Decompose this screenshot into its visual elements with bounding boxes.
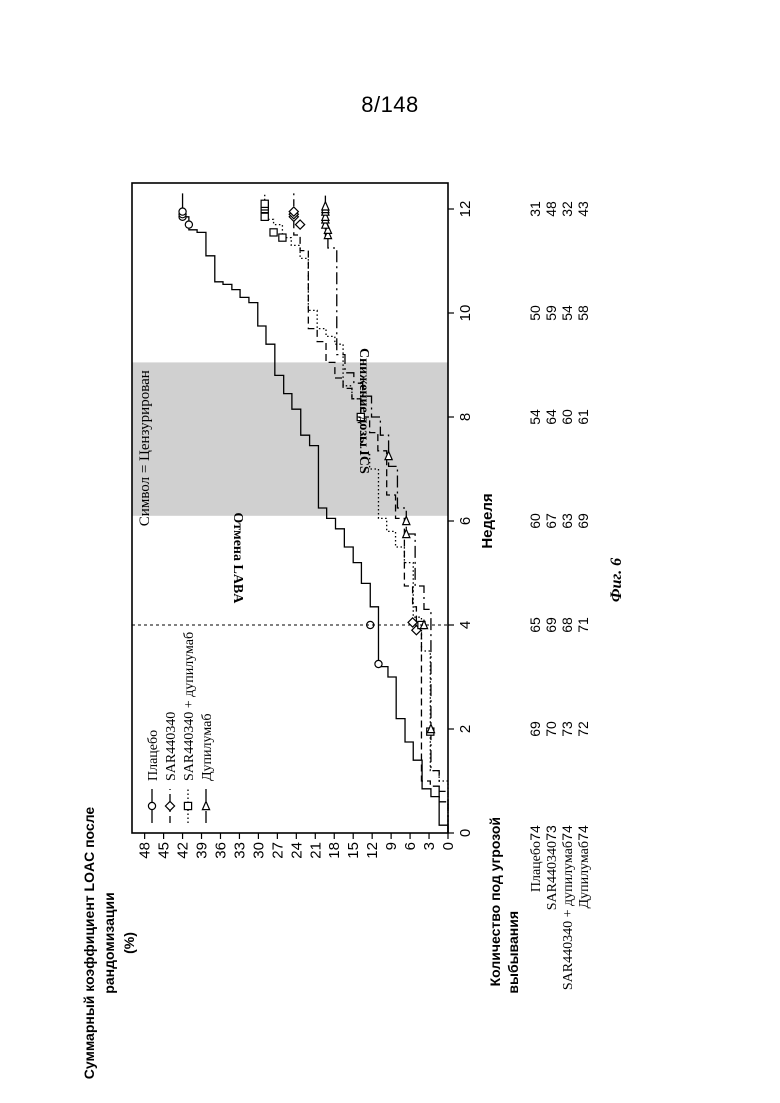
risk-value-3-0: 74	[575, 825, 591, 841]
risk-value-1-2: 69	[543, 617, 559, 633]
censor-mark-2-3	[279, 234, 286, 241]
y-tick-label-13: 39	[194, 842, 211, 859]
ics-reduction-shaded-region	[132, 362, 448, 515]
risk-value-0-3: 60	[527, 513, 543, 529]
censor-mark-0-0	[375, 660, 382, 667]
y-tick-label-4: 12	[364, 842, 381, 859]
y-tick-label-7: 21	[307, 842, 324, 859]
y-tick-label-3: 9	[383, 842, 400, 850]
censor-mark-2-4	[270, 229, 277, 236]
x-tick-label-4: 8	[457, 413, 474, 421]
legend-marker-1	[165, 801, 174, 810]
risk-table-header-line-1: Количество под угрозой	[487, 817, 503, 986]
y-tick-label-10: 30	[250, 842, 267, 859]
x-tick-label-1: 2	[457, 725, 474, 733]
risk-value-2-6: 32	[559, 201, 575, 217]
y-tick-label-16: 48	[137, 842, 154, 859]
x-tick-label-2: 4	[457, 621, 474, 629]
risk-table-header-line-2: выбывания	[505, 911, 521, 994]
risk-value-1-1: 70	[543, 721, 559, 737]
risk-value-3-1: 72	[575, 721, 591, 737]
risk-value-0-4: 54	[527, 409, 543, 425]
risk-value-3-2: 71	[575, 617, 591, 633]
legend-label-0: Плацебо	[146, 730, 161, 781]
y-tick-label-0: 0	[440, 842, 457, 850]
y-tick-label-9: 27	[269, 842, 286, 859]
risk-value-2-0: 74	[559, 825, 575, 841]
risk-value-0-1: 69	[527, 721, 543, 737]
risk-value-0-0: 74	[527, 825, 543, 841]
y-axis-ticks: 036912151821242730333639424548	[137, 833, 457, 859]
censor-mark-2-5	[261, 213, 268, 220]
legend-label-2: SAR440340 + дупилумаб	[182, 632, 197, 781]
legend: ПлацебоSAR440340SAR440340 + дупилумабДуп…	[146, 632, 215, 823]
y-tick-label-6: 18	[326, 842, 343, 859]
risk-value-0-2: 65	[527, 617, 543, 633]
x-axis-label: Неделя	[479, 493, 496, 548]
risk-row-label-0: Плацебо	[529, 841, 544, 892]
y-tick-label-1: 3	[421, 842, 438, 850]
legend-label-3: Дупилумаб	[200, 714, 215, 781]
risk-table: Количество под угрозой выбывания Плацебо…	[487, 201, 592, 994]
y-tick-label-8: 24	[288, 842, 305, 859]
y-tick-label-14: 42	[175, 842, 192, 859]
risk-value-0-5: 50	[527, 305, 543, 321]
legend-label-1: SAR440340	[164, 712, 179, 781]
y-tick-label-5: 15	[345, 842, 362, 859]
risk-value-0-6: 31	[527, 201, 543, 217]
y-axis-label-line-3: (%)	[121, 932, 137, 954]
risk-value-1-0: 73	[543, 825, 559, 841]
risk-value-1-5: 59	[543, 305, 559, 321]
y-tick-label-15: 45	[156, 842, 173, 859]
risk-value-3-6: 43	[575, 201, 591, 217]
censor-note: Символ = Цензурирован	[137, 370, 153, 526]
laba-withdrawal-label: Отмена LABA	[230, 512, 245, 604]
y-axis-label-line-1: Суммарный коэффициент LOAC после	[81, 807, 97, 1080]
x-axis-ticks: 0 2 4 6 8 10 12	[448, 201, 474, 838]
legend-marker-2	[184, 802, 191, 809]
legend-marker-3	[202, 801, 209, 809]
x-tick-label-6: 12	[457, 201, 474, 218]
risk-row-label-1: SAR440340	[545, 841, 560, 910]
censor-mark-1-2	[296, 220, 305, 229]
risk-row-label-2: SAR440340 + дупилумаб	[561, 841, 576, 990]
risk-value-2-2: 68	[559, 617, 575, 633]
y-tick-label-12: 36	[212, 842, 229, 859]
risk-row-label-3: Дупилумаб	[577, 841, 592, 908]
risk-value-1-6: 48	[543, 201, 559, 217]
risk-value-3-4: 61	[575, 409, 591, 425]
risk-value-2-1: 73	[559, 721, 575, 737]
y-tick-label-11: 33	[231, 842, 248, 859]
legend-marker-0	[148, 802, 155, 809]
censor-mark-3-12	[322, 202, 329, 210]
figure-caption: Фиг. 6	[608, 558, 625, 602]
x-tick-label-0: 0	[457, 829, 474, 837]
x-tick-label-3: 6	[457, 517, 474, 525]
risk-value-3-5: 58	[575, 305, 591, 321]
rotated-chart-group: 036912151821242730333639424548 024681012…	[81, 183, 592, 1079]
risk-value-3-3: 69	[575, 513, 591, 529]
censor-mark-0-2	[185, 221, 192, 228]
risk-value-2-4: 60	[559, 409, 575, 425]
x-tick-label-5: 10	[457, 305, 474, 322]
risk-value-1-4: 64	[543, 409, 559, 425]
y-axis-label-line-2: рандомизации	[101, 892, 117, 993]
risk-value-2-3: 63	[559, 513, 575, 529]
censor-mark-2-8	[261, 200, 268, 207]
risk-value-1-3: 67	[543, 513, 559, 529]
risk-value-2-5: 54	[559, 305, 575, 321]
censor-mark-0-5	[179, 208, 186, 215]
y-tick-label-2: 6	[402, 842, 419, 850]
ics-reduction-label: Снижение дозы ICS	[356, 348, 371, 474]
